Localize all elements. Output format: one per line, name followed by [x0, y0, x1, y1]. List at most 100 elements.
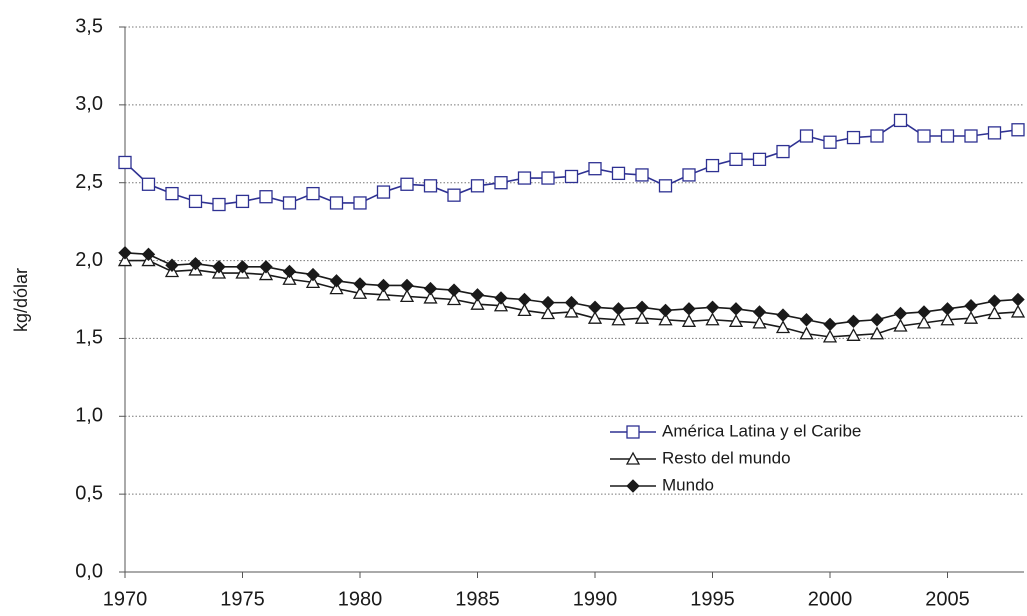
data-point [141, 177, 156, 191]
data-point [987, 126, 1002, 140]
data-point [423, 290, 438, 304]
y-tick-label: 2,5 [75, 171, 103, 193]
data-point [141, 247, 156, 262]
data-point [541, 295, 555, 310]
legend-label: América Latina y el Caribe [662, 421, 861, 440]
data-point [870, 313, 884, 327]
y-tick-label: 1,5 [75, 327, 103, 349]
data-point [658, 312, 673, 326]
data-point [165, 186, 179, 201]
data-point [846, 314, 861, 329]
data-point [447, 188, 461, 202]
data-point [517, 303, 532, 317]
data-point [823, 135, 837, 149]
data-point [540, 306, 556, 320]
data-point [282, 271, 297, 285]
data-point [917, 129, 931, 143]
data-point [611, 166, 626, 181]
data-point [282, 196, 297, 210]
legend-label: Mundo [662, 475, 714, 494]
x-tick-label: 1995 [690, 588, 735, 610]
x-tick-label: 2000 [808, 588, 853, 610]
y-axis-label: kg/dólar [11, 268, 31, 332]
data-point [564, 304, 579, 318]
data-point [118, 155, 132, 170]
data-point [893, 306, 908, 321]
data-point [681, 313, 697, 327]
data-point [705, 300, 720, 314]
data-point [423, 281, 438, 296]
data-point [846, 327, 861, 341]
data-point [306, 186, 320, 201]
data-point [799, 129, 814, 143]
data-point [564, 169, 579, 184]
data-point [775, 320, 791, 334]
data-point [987, 294, 1002, 308]
data-point [165, 258, 179, 272]
legend-marker [626, 479, 640, 493]
data-point [964, 299, 978, 313]
data-point [705, 158, 720, 173]
x-tick-label: 1970 [103, 588, 148, 610]
data-point [893, 318, 908, 332]
data-point [352, 285, 368, 299]
data-point [258, 267, 274, 281]
data-point [870, 129, 884, 143]
data-point [329, 196, 344, 210]
data-point [587, 310, 603, 324]
data-point [517, 171, 532, 185]
data-point [282, 264, 297, 279]
data-point [822, 329, 838, 343]
data-point [1011, 123, 1025, 137]
data-point [705, 312, 720, 326]
data-point [776, 144, 790, 159]
y-tick-label: 2,0 [75, 249, 103, 271]
data-point [1011, 292, 1025, 307]
data-point [306, 267, 320, 282]
data-point [493, 298, 509, 312]
y-tick-label: 0,0 [75, 560, 103, 582]
series-line [124, 119, 1019, 206]
data-point [729, 152, 743, 167]
data-point [869, 326, 885, 340]
data-point [940, 312, 955, 326]
data-point [259, 190, 273, 204]
data-point [658, 179, 673, 193]
data-point [963, 310, 979, 324]
data-point [376, 287, 391, 301]
data-point [446, 292, 462, 306]
data-point [118, 246, 132, 260]
data-point [917, 305, 931, 319]
data-point [846, 130, 861, 145]
data-point [541, 171, 555, 185]
data-point [987, 306, 1002, 320]
data-point [212, 197, 226, 212]
data-point [400, 278, 414, 293]
legend-label: Resto del mundo [662, 448, 791, 467]
data-point [188, 194, 203, 209]
data-point [729, 302, 743, 316]
x-tick-label: 1990 [573, 588, 618, 610]
x-tick-label: 1975 [220, 588, 265, 610]
data-point [399, 289, 415, 303]
data-point [470, 296, 485, 310]
data-point [823, 317, 837, 332]
data-point [940, 302, 955, 316]
data-point [329, 281, 344, 295]
data-point [635, 300, 649, 314]
y-tick-label: 3,0 [75, 93, 103, 115]
data-point [564, 295, 579, 310]
legend-marker [626, 425, 640, 439]
data-point [611, 302, 626, 316]
data-point [235, 260, 250, 274]
data-point [470, 179, 485, 193]
data-point [940, 129, 955, 143]
data-point [259, 260, 273, 274]
data-point [212, 260, 226, 274]
data-point [305, 275, 321, 289]
data-point [400, 177, 414, 191]
data-point [376, 278, 391, 293]
data-point [752, 305, 767, 319]
